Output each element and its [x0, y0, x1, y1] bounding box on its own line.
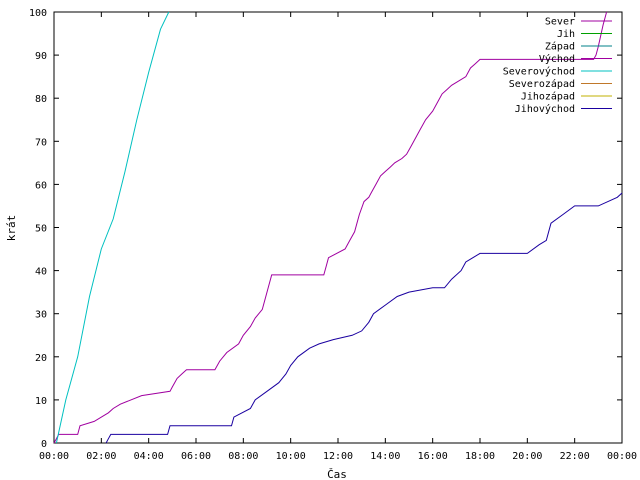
x-axis-label: Čas: [327, 468, 347, 480]
y-tick-label: 20: [35, 353, 47, 364]
y-axis-label: krát: [5, 215, 18, 242]
x-tick-label: 22:00: [560, 451, 590, 462]
y-tick-label: 10: [35, 396, 47, 407]
y-axis: 0 10 20 30 40 50 60 70 80 90 100: [29, 8, 622, 450]
x-tick-label: 02:00: [86, 451, 116, 462]
legend-label: Sever: [545, 17, 575, 28]
x-tick-label: 00:00: [607, 451, 637, 462]
x-tick-label: 04:00: [134, 451, 164, 462]
legend-label: Západ: [545, 41, 575, 53]
y-tick-label: 70: [35, 137, 47, 148]
legend-label: Severovýchod: [503, 66, 575, 78]
x-axis: 00:00 02:00 04:00 06:00 08:00 10:00 12:00 14:00…: [39, 12, 637, 462]
y-tick-label: 40: [35, 267, 47, 278]
x-tick-label: 18:00: [465, 451, 495, 462]
legend-label: Jihovýchod: [515, 103, 575, 115]
x-tick-label: 06:00: [181, 451, 211, 462]
series-line-jihovýchod: [105, 192, 623, 444]
series-line-severovýchod: [55, 11, 170, 444]
x-tick-label: 08:00: [228, 451, 258, 462]
legend-label: Severozápad: [509, 78, 575, 90]
y-tick-label: 30: [35, 310, 47, 321]
y-tick-label: 50: [35, 224, 47, 235]
legend-label: Jihozápad: [521, 91, 575, 103]
series-lines: [53, 11, 623, 444]
x-tick-label: 16:00: [418, 451, 448, 462]
x-tick-label: 14:00: [370, 451, 400, 462]
series-line-východ: [53, 11, 608, 444]
x-tick-label: 00:00: [39, 451, 69, 462]
x-tick-label: 12:00: [323, 451, 353, 462]
y-tick-label: 90: [35, 51, 47, 62]
y-tick-label: 80: [35, 94, 47, 105]
y-tick-label: 60: [35, 180, 47, 191]
legend-label: Východ: [539, 53, 575, 65]
legend-label: Jih: [557, 29, 575, 40]
y-tick-label: 100: [29, 8, 47, 19]
y-tick-label: 0: [41, 439, 47, 450]
x-tick-label: 10:00: [276, 451, 306, 462]
legend: SeverJihZápadVýchodSeverovýchodSeverozáp…: [503, 17, 612, 115]
x-tick-label: 20:00: [512, 451, 542, 462]
